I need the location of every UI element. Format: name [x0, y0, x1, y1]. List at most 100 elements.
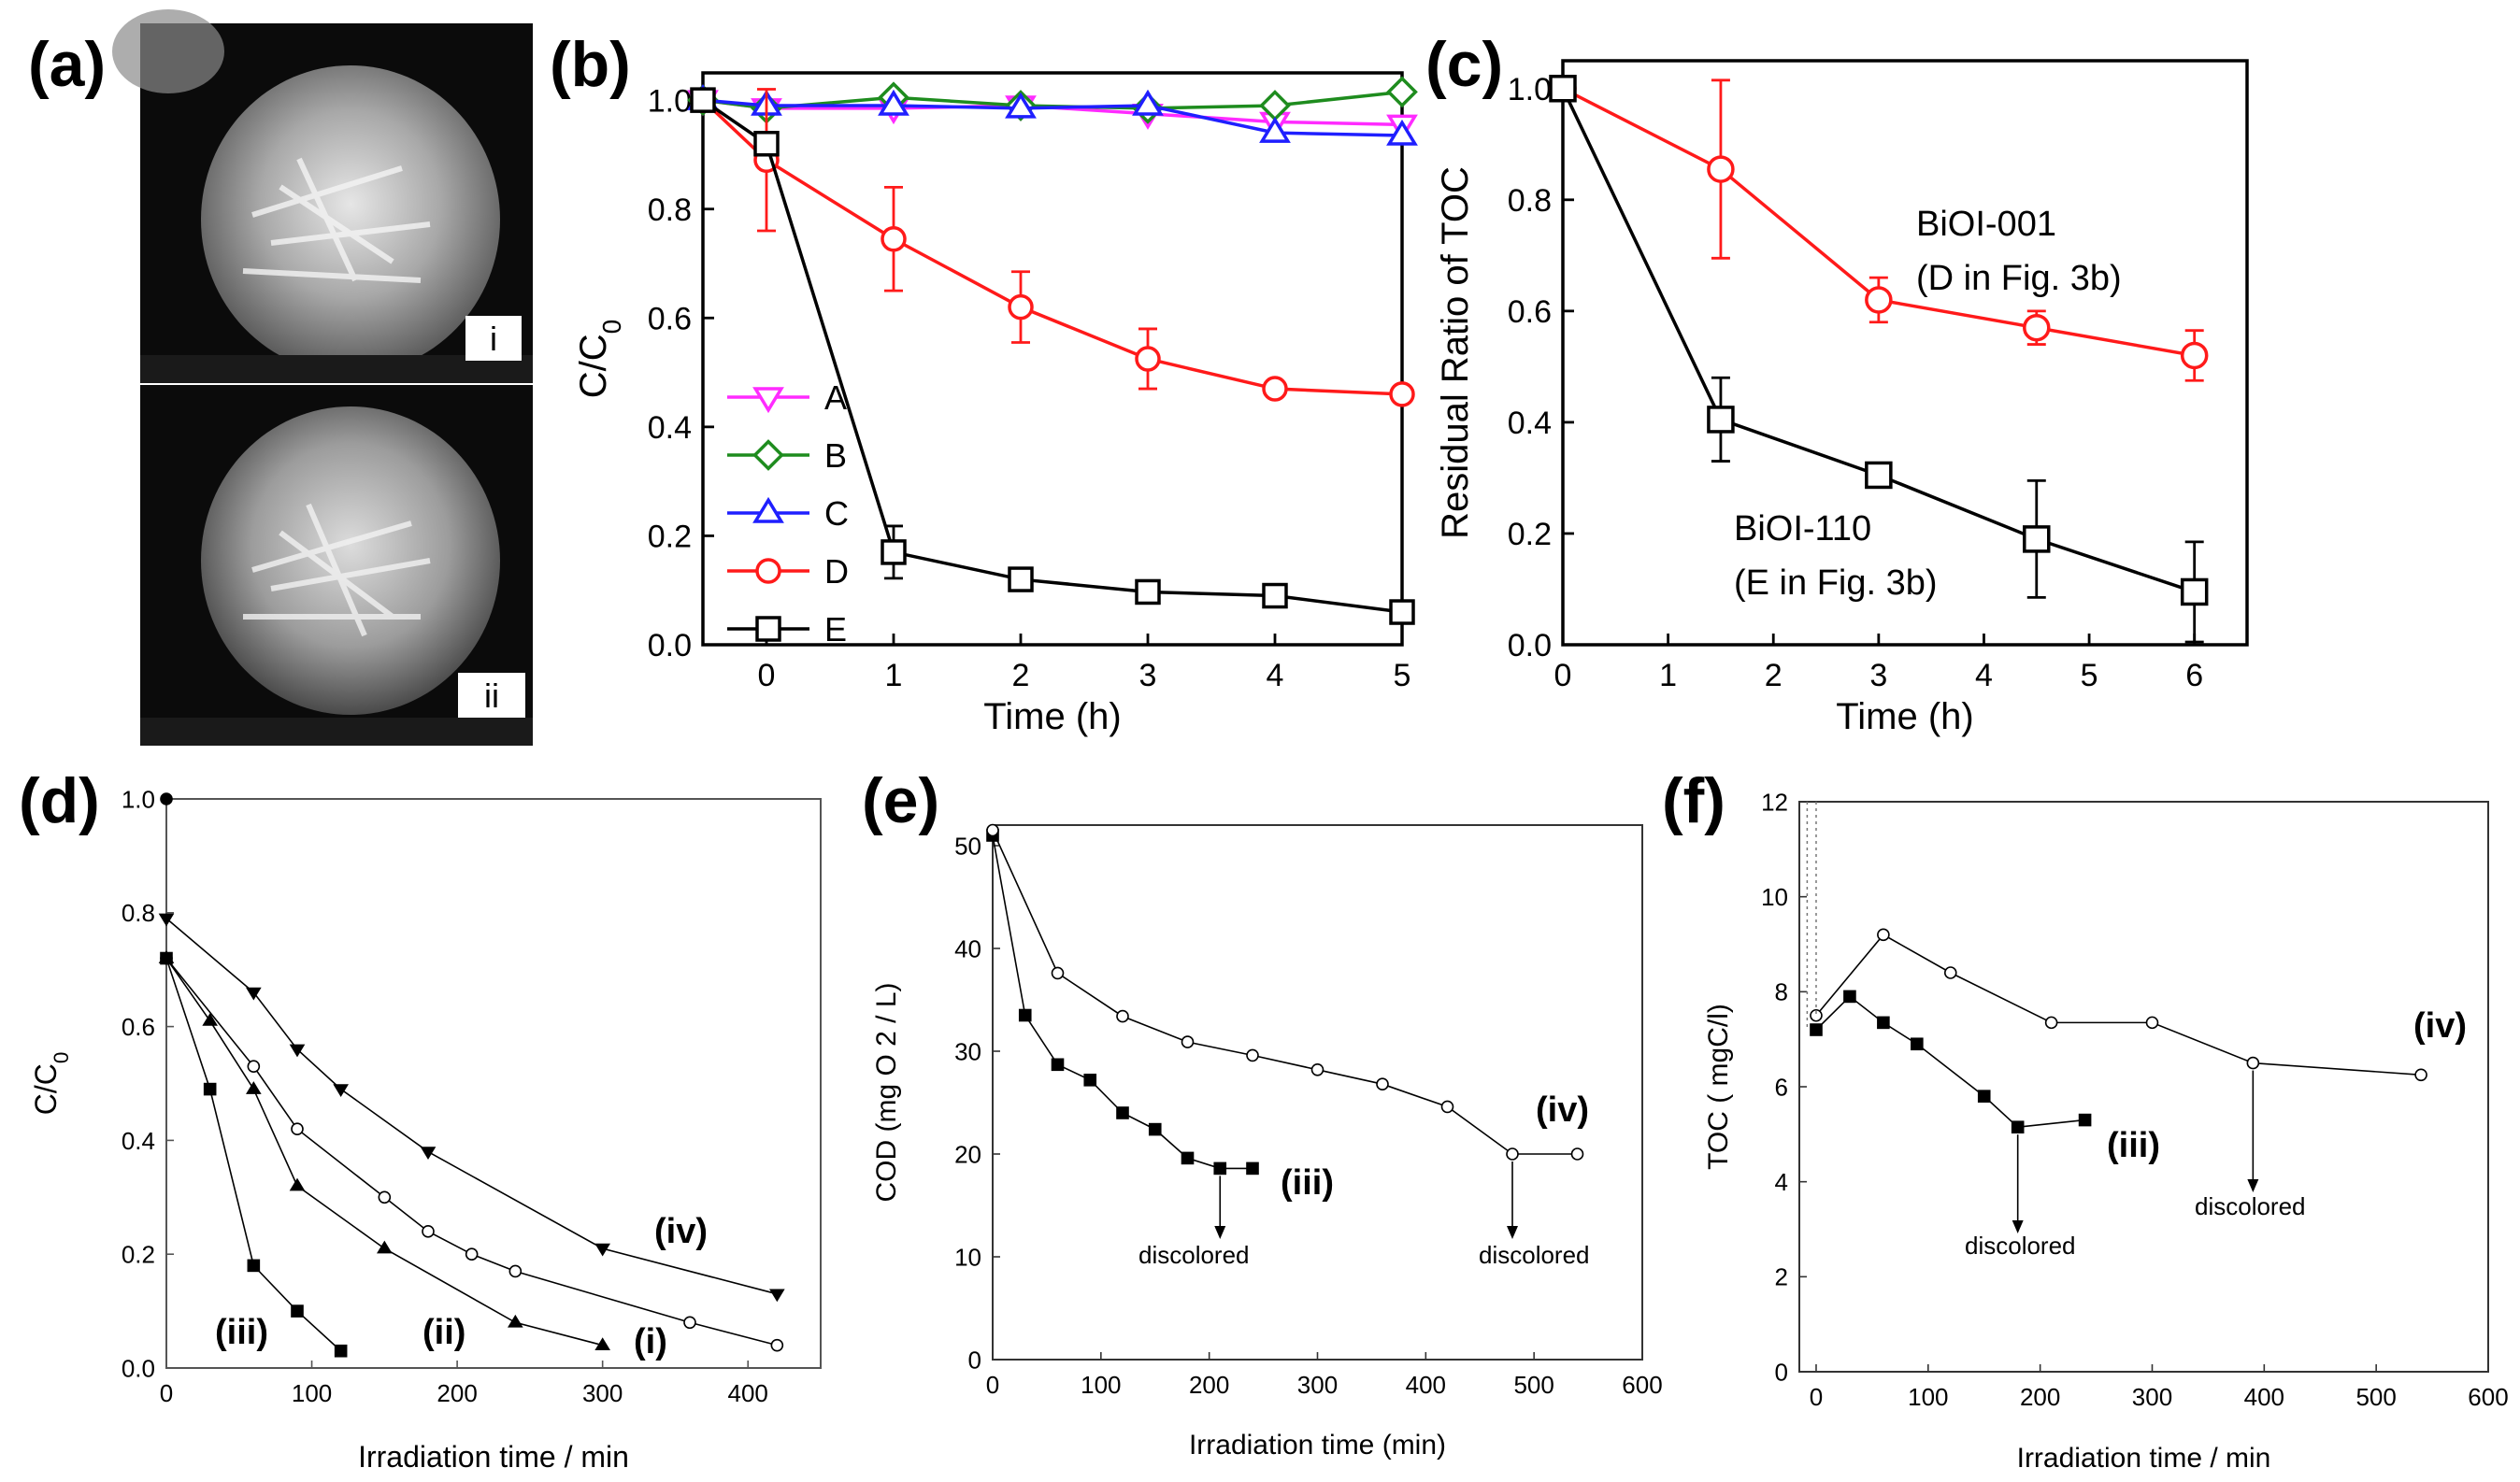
y-tick-label: 8	[1775, 978, 1788, 1006]
y-tick-label: 50	[954, 832, 981, 860]
sem-flower-i	[201, 65, 500, 374]
annotation-discolored-iv: discolored	[1479, 1241, 1590, 1269]
data-point	[881, 226, 907, 252]
data-point	[1506, 1147, 1519, 1161]
x-tick-label: 200	[437, 1379, 477, 1407]
y-axis-title: C/C0	[29, 1052, 73, 1116]
x-tick-label: 300	[1297, 1371, 1338, 1399]
data-point	[1083, 1074, 1097, 1087]
data-point	[289, 1177, 306, 1191]
legend-label-E: E	[824, 610, 847, 648]
data-point	[878, 89, 909, 116]
data-point	[508, 1264, 523, 1278]
data-point	[422, 1225, 435, 1238]
series-line-1	[1815, 933, 2422, 1076]
x-tick-label: 100	[292, 1379, 332, 1407]
data-point	[1865, 286, 1893, 314]
data-point	[1213, 1161, 1227, 1176]
y-tick-label: 0.8	[648, 192, 692, 228]
chart-b: 0 1 2 3 4 5 0.0 0.2 0.4 0.6 0.8 1.0 Time (h) C/C0 ABCD…	[573, 71, 1418, 737]
plot-frame	[701, 71, 1404, 647]
annotation-bioi-001: BiOI-001	[1916, 205, 2056, 244]
x-tick-label: 100	[1908, 1383, 1948, 1411]
y-tick-label: 0.2	[122, 1241, 155, 1269]
x-axis-title: Irradiation time / min	[358, 1440, 629, 1474]
data-point	[1386, 119, 1418, 146]
x-tick-label: 6	[2185, 658, 2203, 693]
y-tick-label: 0.6	[648, 302, 692, 337]
x-tick-label: 400	[728, 1379, 768, 1407]
x-axis-title: Time (h)	[1836, 696, 1973, 737]
annotation-e-in-fig: (E in Fig. 3b)	[1734, 563, 1938, 603]
series-line-1	[165, 958, 778, 1347]
sem-label-box-ii	[458, 673, 525, 718]
y-tick-label: 1.0	[1508, 72, 1552, 107]
y-tick-label: 0.4	[648, 410, 692, 446]
data-point	[158, 913, 175, 927]
x-tick-label: 4	[1267, 658, 1284, 693]
data-point	[1181, 1035, 1195, 1048]
y-tick-label: 0.2	[648, 520, 692, 555]
data-point	[1051, 966, 1065, 980]
x-tick-label: 300	[2132, 1383, 2172, 1411]
x-tick-label: 3	[1139, 658, 1157, 693]
x-tick-label: 100	[1081, 1371, 1121, 1399]
data-point	[377, 1240, 393, 1254]
data-point	[1262, 376, 1288, 402]
x-tick-label: 300	[582, 1379, 623, 1407]
series-line-1	[992, 830, 1578, 1155]
x-tick-label: 200	[2020, 1383, 2060, 1411]
data-point	[769, 1289, 785, 1303]
sem-label-box-i	[465, 316, 522, 361]
data-point	[2011, 1120, 2025, 1134]
y-tick-label: 0.8	[122, 899, 155, 927]
annotation-ii: (ii)	[422, 1313, 465, 1352]
y-tick-label: 0.2	[1508, 517, 1552, 552]
y-tick-label: 10	[1761, 883, 1788, 911]
panel-letter-f: (f)	[1662, 765, 1725, 836]
data-point	[1008, 293, 1034, 321]
discolored-arrowhead-iv	[1507, 1226, 1518, 1239]
y-axis-title: TOC ( mgC/l)	[1703, 1004, 1734, 1170]
data-point	[2044, 1016, 2058, 1030]
legend-marker-D	[755, 558, 781, 584]
series-line-0	[1815, 995, 2085, 1129]
legend-marker-B	[752, 439, 784, 471]
legend-label-C: C	[824, 494, 849, 533]
data-point	[202, 1013, 218, 1026]
y-tick-label: 0.0	[1508, 628, 1552, 663]
x-tick-label: 600	[2468, 1383, 2508, 1411]
y-axis-title: COD (mg O 2 / L)	[871, 982, 902, 1202]
data-point	[1376, 1077, 1389, 1090]
data-point	[1148, 1122, 1162, 1136]
y-tick-label: 10	[954, 1243, 981, 1271]
y-axis-title-sub: 0	[597, 320, 626, 335]
y-tick-label: 1.0	[122, 785, 155, 813]
data-point	[1549, 75, 1577, 103]
data-point	[246, 1081, 262, 1094]
chart-c: 0 1 2 3 4 5 6 0.0 0.2 0.4 0.6 0.8 1.0 Time (h) Residua…	[1435, 59, 2249, 737]
data-point	[1181, 1151, 1195, 1165]
x-tick-label: 500	[1513, 1371, 1554, 1399]
data-point	[465, 1247, 479, 1261]
data-point	[594, 1337, 610, 1350]
data-point	[2246, 1056, 2260, 1070]
x-tick-label: 0	[1810, 1383, 1823, 1411]
legend-marker-C	[752, 496, 784, 523]
data-point	[378, 1190, 392, 1204]
data-point	[753, 131, 780, 157]
y-tick-label: 0	[968, 1346, 981, 1374]
data-point	[1440, 1100, 1454, 1114]
plot-frame	[165, 798, 822, 1369]
legend-marker-A	[752, 387, 784, 414]
legend-label-A: A	[824, 378, 847, 417]
series-line-3	[701, 98, 1403, 396]
data-point	[2414, 1068, 2427, 1082]
legend-label-D: D	[824, 552, 849, 591]
annotation-discolored-iv: discolored	[2195, 1192, 2306, 1220]
x-tick-label: 400	[2244, 1383, 2284, 1411]
y-tick-label: 6	[1775, 1073, 1788, 1101]
data-point	[1865, 461, 1893, 490]
panel-letter-e: (e)	[862, 765, 939, 836]
x-tick-label: 2	[1012, 658, 1030, 693]
